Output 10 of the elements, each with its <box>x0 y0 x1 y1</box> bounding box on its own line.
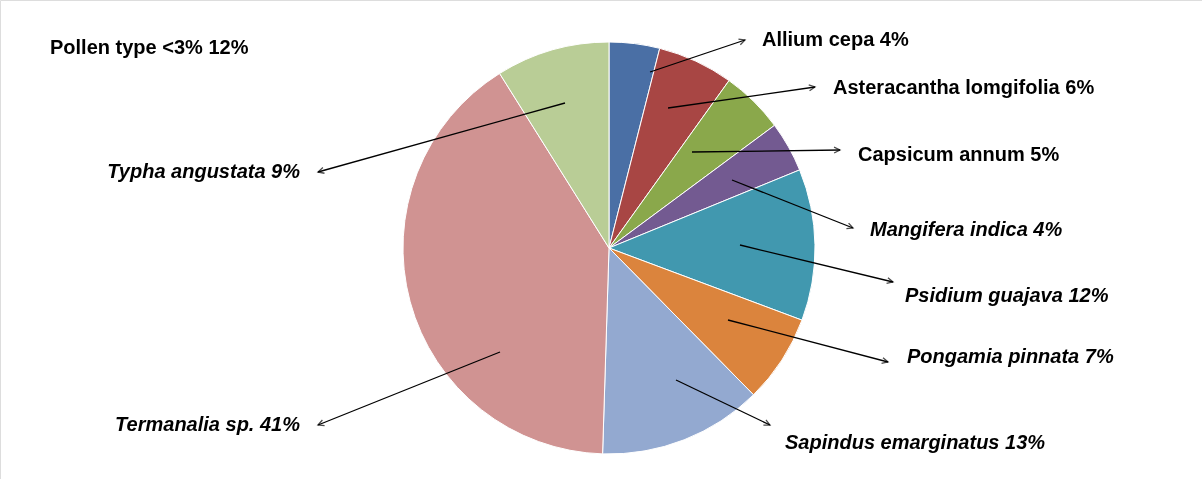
slice-label: Termanalia sp. 41% <box>115 413 301 435</box>
slice-label: Psidium guajava 12% <box>905 284 1109 306</box>
slice-label: Capsicum annum 5% <box>858 143 1060 165</box>
slice-label: Typha angustata 9% <box>107 160 301 182</box>
text: Pollen type <3% 12% <box>50 36 249 58</box>
slice-label: Mangifera indica 4% <box>870 218 1063 240</box>
slice-label: Asteracantha lomgifolia 6% <box>833 76 1095 98</box>
slice-label: Pongamia pinnata 7% <box>907 345 1114 367</box>
slice-label: Sapindus emarginatus 13% <box>785 431 1046 453</box>
slice-label: Allium cepa 4% <box>762 28 909 50</box>
